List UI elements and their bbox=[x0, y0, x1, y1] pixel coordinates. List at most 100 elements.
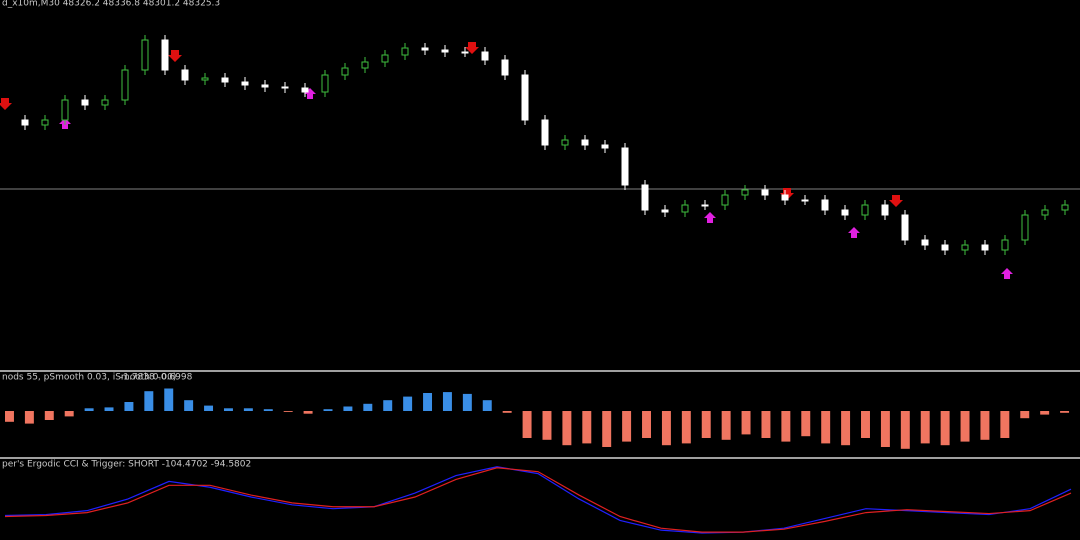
indicator-label: nods 55, pSmooth 0.03, iSmooth 0.00) bbox=[2, 373, 176, 383]
indicator-label: per's Ergodic CCI & Trigger: SHORT -104.… bbox=[2, 460, 251, 470]
histogram-bar bbox=[104, 407, 114, 411]
histogram-bar bbox=[403, 396, 413, 411]
signal-arrows bbox=[0, 42, 1013, 279]
histogram-bar bbox=[741, 411, 751, 435]
histogram-bar bbox=[5, 411, 14, 422]
histogram-bar bbox=[283, 411, 293, 412]
indicator-line bbox=[4, 467, 1072, 533]
histogram-bar bbox=[124, 402, 134, 411]
histogram-bar bbox=[1020, 411, 1030, 419]
candle-body bbox=[701, 204, 709, 207]
histogram-bar bbox=[164, 388, 174, 411]
candle-body bbox=[941, 244, 949, 251]
histogram-bar bbox=[841, 411, 851, 446]
symbol-quote: d_x10m,M30 48326.2 48336.8 48301.2 48325… bbox=[2, 0, 220, 9]
histogram-bar bbox=[223, 408, 233, 411]
candle-body bbox=[801, 199, 809, 202]
candle-body bbox=[981, 244, 989, 251]
histogram-bar bbox=[900, 411, 910, 449]
indicator-line bbox=[4, 466, 1072, 534]
candle-body bbox=[61, 99, 69, 121]
histogram-bar bbox=[861, 411, 870, 438]
candle-body bbox=[821, 199, 829, 211]
candle-body bbox=[741, 189, 749, 196]
histogram-bar bbox=[801, 411, 811, 437]
candle-body bbox=[1001, 239, 1009, 251]
histogram-bar bbox=[423, 393, 433, 411]
candle-body bbox=[1061, 204, 1069, 211]
histogram-bar bbox=[343, 406, 353, 411]
histogram-bar bbox=[263, 409, 273, 411]
histogram-bar bbox=[920, 411, 930, 444]
candle-body bbox=[261, 84, 269, 88]
candle-body bbox=[481, 51, 489, 61]
candle-body bbox=[501, 59, 509, 76]
candle-body bbox=[21, 119, 29, 126]
candle-body bbox=[361, 61, 369, 69]
candle-body bbox=[881, 204, 889, 216]
histogram-bar bbox=[482, 400, 492, 411]
candle-body bbox=[161, 39, 169, 71]
candle-body bbox=[321, 74, 329, 93]
candle-body bbox=[761, 189, 769, 196]
candle-body bbox=[841, 209, 849, 216]
histogram-bar bbox=[582, 411, 592, 444]
candle-body bbox=[901, 214, 909, 241]
histogram-bar bbox=[462, 393, 472, 411]
candle-body bbox=[241, 81, 249, 86]
histogram-bar bbox=[1060, 411, 1070, 413]
histogram-bar bbox=[880, 411, 890, 447]
histogram-bar bbox=[323, 409, 333, 411]
histogram-bar bbox=[661, 411, 671, 446]
candle-body bbox=[281, 86, 289, 89]
candle-body bbox=[121, 69, 129, 101]
histogram-bar bbox=[542, 411, 552, 440]
histogram-bar bbox=[602, 411, 612, 447]
candle-body bbox=[581, 139, 589, 146]
histogram-bar bbox=[681, 411, 691, 444]
histogram-bar bbox=[64, 411, 74, 417]
histogram-bar bbox=[701, 411, 711, 438]
histogram-bar bbox=[1000, 411, 1010, 438]
histogram-bar bbox=[84, 408, 94, 411]
candle-body bbox=[861, 204, 869, 216]
candle-body bbox=[1021, 214, 1029, 241]
candle-body bbox=[961, 244, 969, 251]
candle-body bbox=[621, 147, 629, 186]
histogram-bar bbox=[781, 411, 791, 442]
histogram-bar bbox=[562, 411, 572, 446]
histogram-bar bbox=[363, 403, 373, 411]
indicator-values: -1.7838 -0.6998 bbox=[120, 373, 193, 383]
histogram-bar bbox=[44, 411, 54, 420]
histogram-bar bbox=[502, 411, 512, 413]
histogram-bar bbox=[622, 411, 632, 442]
candle-body bbox=[461, 51, 469, 54]
histogram-bar bbox=[383, 400, 393, 411]
candle-body bbox=[721, 194, 729, 206]
candle-body bbox=[301, 87, 309, 93]
candle-body bbox=[541, 119, 549, 146]
candle-body bbox=[601, 144, 609, 149]
histogram-bar bbox=[204, 405, 214, 411]
histogram-bar bbox=[642, 411, 651, 438]
candle-body bbox=[81, 99, 89, 106]
candle-body bbox=[641, 184, 649, 211]
histogram-bar bbox=[721, 411, 731, 440]
candle-body bbox=[381, 54, 389, 63]
histogram-bar bbox=[761, 411, 771, 438]
histogram-bar bbox=[960, 411, 970, 442]
candle-body bbox=[221, 77, 229, 83]
histogram-bar bbox=[442, 392, 452, 411]
histogram-bar bbox=[303, 411, 313, 414]
candle-body bbox=[401, 47, 409, 56]
histogram-bar bbox=[24, 411, 34, 424]
candle-body bbox=[101, 99, 109, 106]
histogram-bar bbox=[1040, 411, 1050, 415]
histogram-bar bbox=[980, 411, 990, 440]
candle-body bbox=[781, 194, 789, 201]
candle-body bbox=[521, 74, 529, 121]
histogram-bar bbox=[522, 411, 532, 438]
candle-body bbox=[921, 239, 929, 246]
candle-body bbox=[41, 119, 49, 126]
